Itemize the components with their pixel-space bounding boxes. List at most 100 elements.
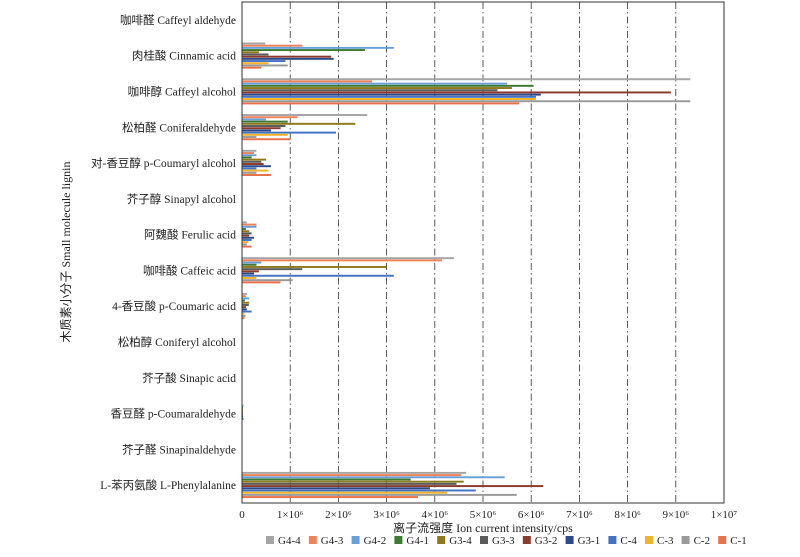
category-label: 松柏醛 Coniferaldehyde <box>122 120 236 134</box>
bar <box>242 78 691 81</box>
bar <box>242 120 288 123</box>
bar <box>242 167 257 170</box>
bar <box>242 474 462 477</box>
bar <box>242 272 255 275</box>
bar <box>242 131 336 134</box>
x-tick-label: 8×10⁶ <box>614 509 641 521</box>
bar <box>242 223 257 226</box>
bar <box>242 53 269 56</box>
bar <box>242 152 255 154</box>
bar <box>242 276 257 279</box>
legend-label: G4-2 <box>364 535 387 547</box>
bar <box>242 232 252 235</box>
legend-swatch <box>645 536 653 544</box>
x-tick-label: 3×10⁶ <box>373 509 400 521</box>
bar <box>242 487 430 490</box>
legend-swatch <box>394 536 403 544</box>
bar <box>242 125 286 127</box>
bar <box>242 44 303 47</box>
category-label: 咖啡醇 Caffeyl alcohol <box>128 85 236 99</box>
category-label: 松柏醇 Coniferyl alcohol <box>118 335 236 349</box>
bar <box>242 87 512 90</box>
bar <box>242 274 394 277</box>
bar <box>242 154 257 157</box>
bar <box>242 129 271 132</box>
legend-swatch <box>308 536 317 544</box>
bar <box>242 122 356 125</box>
category-label: 芥子醛 Sinapinaldehyde <box>122 442 236 456</box>
bar <box>242 312 245 315</box>
bar <box>242 127 281 130</box>
category-label: 阿魏酸 Ferulic acid <box>144 228 236 242</box>
bar <box>242 55 332 58</box>
bar <box>242 156 252 159</box>
bar <box>242 138 291 141</box>
bar <box>242 51 259 54</box>
bar <box>242 292 247 295</box>
x-tick-label: 6×10⁶ <box>518 509 545 521</box>
bar <box>242 60 286 63</box>
bar <box>242 417 244 420</box>
bar <box>242 299 245 302</box>
bar <box>242 160 262 163</box>
bar <box>242 100 691 103</box>
bar <box>242 171 257 174</box>
legend-swatch <box>565 536 574 544</box>
legend-swatch <box>351 536 360 544</box>
bar <box>242 225 257 228</box>
bar <box>242 265 387 268</box>
legend-swatch <box>266 536 274 544</box>
bar <box>242 116 298 119</box>
bar <box>242 98 537 101</box>
bar <box>242 268 303 271</box>
bar <box>242 496 418 499</box>
bar <box>242 263 257 266</box>
legend-label: G3-1 <box>578 535 601 547</box>
bar <box>242 261 262 264</box>
legend-label: C-1 <box>730 535 747 547</box>
bar <box>242 66 262 69</box>
category-label: 香豆醛 p-Coumaraldehyde <box>110 407 236 421</box>
bar <box>242 245 252 248</box>
x-axis-title: 离子流强度 Ion current intensity/cps <box>393 520 573 535</box>
legend-swatch <box>718 536 727 544</box>
bar <box>242 93 541 96</box>
bar <box>242 149 257 152</box>
bar <box>242 228 246 230</box>
bar <box>242 236 255 239</box>
bar <box>242 279 293 282</box>
bar <box>242 404 244 407</box>
bar <box>242 257 455 260</box>
bar <box>242 46 394 49</box>
x-tick-label: 9×10⁶ <box>663 509 690 521</box>
x-tick-label: 7×10⁶ <box>566 509 593 521</box>
y-axis-title: 木质素小分子 Small molecule lignin <box>59 162 73 343</box>
bar <box>242 174 271 176</box>
bar <box>242 485 544 488</box>
bar <box>242 169 269 172</box>
bar <box>242 221 247 224</box>
bar <box>242 234 250 237</box>
legend-label: G4-1 <box>406 535 429 547</box>
bar <box>242 317 245 320</box>
bar <box>242 310 252 313</box>
bar <box>242 489 476 492</box>
bar <box>242 471 467 474</box>
bar <box>242 270 259 273</box>
bar <box>242 133 288 136</box>
plot-frame <box>241 1 725 504</box>
legend-swatch <box>437 536 446 544</box>
bar <box>242 297 250 300</box>
bar <box>242 239 252 241</box>
bar <box>242 49 365 52</box>
legend-label: G3-3 <box>492 535 515 547</box>
bar <box>242 158 267 161</box>
x-tick-label: 1×10⁶ <box>277 509 304 521</box>
category-label: 咖啡酸 Caffeic acid <box>143 263 236 277</box>
bar <box>242 118 267 121</box>
legend-label: C-3 <box>657 535 674 547</box>
bar <box>242 57 334 60</box>
bar <box>242 308 247 311</box>
bar <box>242 314 246 317</box>
